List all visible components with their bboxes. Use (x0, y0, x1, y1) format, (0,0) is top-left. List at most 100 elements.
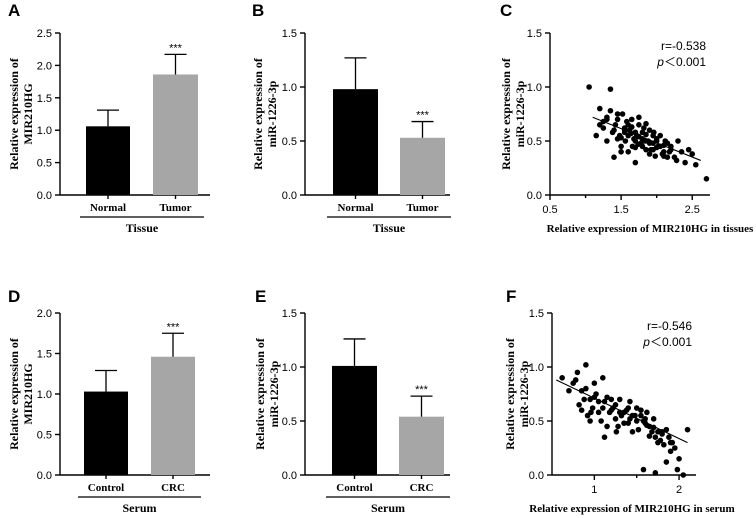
point-C-71 (673, 157, 680, 164)
y-tick-label-B-2: 1.0 (282, 82, 297, 94)
bar-E-control (332, 365, 377, 475)
point-C-67 (646, 151, 653, 157)
y-tick-label-D-2: 1.0 (37, 389, 52, 401)
x-axis-label-F: Relative expression of MIR210HG in serum (529, 503, 734, 515)
group-label-E: Serum (371, 501, 405, 515)
panel-b: B 0.0 0.5 1.0 1.5 Relative expression ofmiR-1… (251, 1, 451, 235)
point-F-56 (608, 396, 615, 403)
point-F-23 (663, 426, 670, 433)
x-category-A-0: Normal (90, 202, 126, 214)
x-category-E-0: Control (336, 482, 372, 494)
y-axis-label-line-F-1: miR-1226-3p (517, 360, 531, 427)
point-C-14 (643, 146, 649, 153)
point-C-75 (632, 159, 639, 166)
fit-line-F (555, 379, 688, 444)
point-C-4 (607, 86, 614, 92)
point-C-64 (631, 136, 637, 142)
point-C-53 (643, 131, 649, 138)
point-C-12 (636, 122, 642, 128)
x-tick-label-C-0: 0.5 (542, 204, 557, 216)
y-tick-label-A-0: 0.0 (37, 190, 52, 202)
y-axis-label-C: Relative expression ofmiR-1226-3p (499, 57, 527, 170)
x-tick-label-F-0: 1 (591, 484, 597, 496)
y-axis-label-line-E-1: miR-1226-3p (267, 360, 281, 427)
x-category-D-1: CRC (161, 482, 185, 494)
point-C-59 (600, 125, 607, 131)
p-threshold-F: ＜0.001 (650, 335, 692, 349)
panel-a: A 0.0 0.5 1.0 1.5 2.0 2.5 Relative expression o… (7, 1, 210, 235)
point-C-66 (642, 138, 649, 144)
point-C-10 (628, 116, 635, 123)
point-C-25 (692, 161, 699, 168)
point-F-40 (623, 407, 630, 414)
y-axis-label-line-A-0: Relative expression of (7, 57, 21, 170)
y-tick-label-C-2: 1.0 (527, 82, 542, 94)
group-label-B: Tissue (373, 221, 406, 235)
y-axis-label-line-C-1: miR-1226-3p (513, 80, 527, 147)
significance-D-1: *** (167, 321, 181, 333)
point-F-59 (633, 405, 640, 411)
point-C-15 (646, 127, 653, 133)
point-F-34 (598, 418, 604, 424)
y-tick-label-F-3: 1.5 (529, 308, 544, 320)
y-tick-label-E-1: 0.5 (282, 416, 297, 428)
y-axis-label-F: Relative expression ofmiR-1226-3p (503, 337, 531, 450)
y-axis-label-B: Relative expression ofmiR-1226-3p (251, 57, 279, 170)
point-F-76 (601, 434, 608, 441)
panel-label-e: E (255, 287, 266, 306)
point-F-17 (638, 407, 644, 414)
point-C-27 (593, 132, 600, 139)
point-F-49 (661, 441, 667, 448)
y-axis-label-line-B-0: Relative expression of (251, 57, 265, 170)
x-category-A-1: Tumor (160, 202, 192, 214)
point-C-81 (618, 149, 624, 155)
y-tick-label-F-2: 1.0 (529, 362, 544, 374)
bar-B-normal (333, 89, 378, 195)
point-F-53 (583, 385, 589, 392)
point-F-9 (604, 394, 610, 401)
point-F-83 (613, 429, 620, 435)
bar-D-crc (151, 356, 195, 475)
y-axis-label-line-D-0: Relative expression of (7, 337, 21, 450)
point-F-25 (672, 445, 678, 451)
y-tick-label-D-3: 1.5 (37, 349, 52, 361)
y-axis-label-line-C-0: Relative expression of (499, 57, 513, 170)
y-tick-label-C-3: 1.5 (527, 28, 542, 40)
point-F-47 (652, 434, 659, 441)
point-C-26 (703, 176, 710, 182)
y-tick-label-C-0: 0.0 (527, 190, 542, 202)
x-category-D-0: Control (88, 482, 124, 494)
point-F-79 (640, 466, 647, 473)
point-F-63 (667, 448, 674, 455)
y-tick-label-F-0: 0.0 (529, 470, 544, 482)
significance-A-1: *** (169, 42, 183, 54)
x-tick-label-F-1: 2 (676, 484, 682, 496)
point-C-6 (614, 111, 621, 117)
point-F-46 (649, 429, 655, 435)
point-C-77 (650, 146, 656, 153)
point-F-71 (638, 412, 644, 419)
point-F-77 (627, 398, 633, 405)
group-label-D: Serum (123, 501, 157, 515)
point-C-22 (675, 138, 681, 144)
y-axis-label-line-B-1: miR-1226-3p (265, 80, 279, 147)
x-category-E-1: CRC (410, 482, 434, 494)
y-tick-label-C-1: 0.5 (527, 136, 542, 148)
y-tick-label-D-1: 0.5 (37, 430, 52, 442)
y-axis-label-line-D-1: MIR210HG (21, 363, 35, 424)
y-tick-label-E-3: 1.5 (282, 308, 297, 320)
y-tick-label-E-2: 1.0 (282, 362, 297, 374)
point-C-86 (685, 146, 692, 153)
x-category-B-1: Tumor (407, 202, 439, 214)
point-F-32 (589, 405, 596, 411)
panel-label-c: C (500, 1, 512, 20)
p-symbol-C: p (656, 55, 664, 69)
point-F-0 (559, 375, 565, 381)
point-F-2 (574, 369, 581, 376)
y-axis-label-D: Relative expression ofMIR210HG (7, 337, 35, 450)
y-tick-label-D-0: 0.0 (37, 470, 52, 482)
y-axis-label-line-A-1: MIR210HG (21, 83, 35, 144)
point-F-60 (642, 416, 648, 422)
point-F-82 (588, 409, 594, 416)
